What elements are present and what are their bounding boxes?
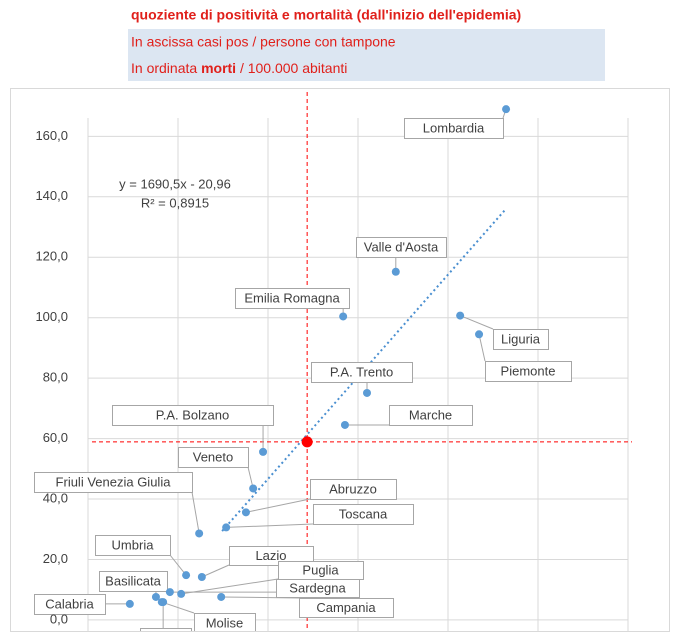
point-label: P.A. Trento xyxy=(330,364,393,379)
label-box xyxy=(356,237,447,258)
point-label: Lazio xyxy=(255,548,286,563)
point-label: Piemonte xyxy=(501,363,556,378)
chart-title: quoziente di positività e mortalità (dal… xyxy=(131,7,521,23)
point-label: Sardegna xyxy=(289,580,346,595)
point xyxy=(475,330,484,339)
label-box xyxy=(194,613,256,631)
label-box xyxy=(235,288,350,309)
subtitle-part: morti xyxy=(201,60,236,76)
point-label: Toscana xyxy=(339,506,388,521)
point-label: Abruzzo xyxy=(329,481,377,496)
label-box xyxy=(34,594,106,615)
point-label: Umbria xyxy=(112,537,155,552)
label-box xyxy=(311,362,413,383)
point-label: Friuli Venezia Giulia xyxy=(56,474,172,489)
point xyxy=(363,388,371,397)
trendline xyxy=(221,209,506,532)
y-tick-label: 40,0 xyxy=(43,490,68,505)
point xyxy=(125,599,134,608)
point xyxy=(159,598,168,607)
label-box xyxy=(404,118,504,139)
point xyxy=(222,523,231,532)
chart-border xyxy=(10,88,670,632)
point xyxy=(182,571,191,580)
point-label: Liguria xyxy=(501,331,541,346)
leader-line xyxy=(181,578,279,595)
label-box xyxy=(99,571,168,592)
point-label: Marche xyxy=(409,407,452,422)
point xyxy=(340,420,349,429)
subtitle-part: In ordinata xyxy=(131,60,201,76)
label-box xyxy=(112,405,274,426)
label-box xyxy=(493,329,549,350)
leader-line xyxy=(459,315,494,330)
header-band xyxy=(128,29,605,81)
subtitle: In ordinata morti / 100.000 abitanti xyxy=(131,60,347,76)
y-tick-label: 120,0 xyxy=(35,249,68,264)
leader-line xyxy=(226,523,314,528)
label-box xyxy=(310,479,397,500)
point xyxy=(502,105,511,114)
point-label: Molise xyxy=(206,615,244,630)
point-label: Valle d'Aosta xyxy=(364,239,439,254)
trendline-r2: R² = 0,8915 xyxy=(141,195,209,210)
point-label: P.A. Bolzano xyxy=(156,407,229,422)
point xyxy=(151,592,160,601)
point-label: Campania xyxy=(316,600,376,615)
label-box xyxy=(313,504,414,525)
label-box xyxy=(299,598,394,618)
point xyxy=(197,572,206,581)
subtitle: In ascissa casi pos / persone con tampon… xyxy=(131,34,396,50)
leader-line xyxy=(221,596,300,599)
label-box xyxy=(485,361,572,382)
label-box xyxy=(95,535,171,556)
plot: Lombardia Valle d'Aosta Emilia Romagna Ligu… xyxy=(34,92,632,638)
point-label: Veneto xyxy=(193,449,234,464)
y-tick-label: 100,0 xyxy=(35,309,68,324)
trendline-equation: y = 1690,5x - 20,96 xyxy=(119,176,231,191)
point-label: Calabria xyxy=(45,596,94,611)
point xyxy=(339,312,348,321)
point xyxy=(195,529,204,538)
point xyxy=(217,592,226,601)
label-box xyxy=(140,628,192,631)
point xyxy=(259,447,268,456)
label-box xyxy=(229,546,314,566)
point xyxy=(391,267,400,276)
leader-line xyxy=(478,334,486,362)
label-box xyxy=(178,447,249,468)
point-label: Emilia Romagna xyxy=(244,290,340,305)
point-label: Basilicata xyxy=(105,573,161,588)
y-tick-label: 60,0 xyxy=(43,430,68,445)
y-tick-label: 80,0 xyxy=(43,370,68,385)
y-tick-label: 160,0 xyxy=(35,128,68,143)
leader-line xyxy=(169,554,187,576)
leader-line xyxy=(245,498,311,513)
point xyxy=(165,588,174,597)
point xyxy=(456,311,465,320)
label-box xyxy=(34,472,193,493)
point xyxy=(249,484,258,493)
leader-line xyxy=(161,601,195,614)
label-box xyxy=(276,579,360,598)
point-label: Puglia xyxy=(302,562,339,577)
subtitle-part: / 100.000 abitanti xyxy=(236,60,347,76)
point-label: Lombardia xyxy=(423,120,485,135)
mean-point xyxy=(301,436,313,448)
y-tick-label: 20,0 xyxy=(43,551,68,566)
leader-line xyxy=(191,491,200,534)
point xyxy=(241,508,250,517)
point xyxy=(177,589,186,598)
label-box xyxy=(389,405,473,426)
leader-line xyxy=(201,564,230,578)
y-tick-label: 0,0 xyxy=(50,611,68,626)
y-tick-label: 140,0 xyxy=(35,188,68,203)
point-label: Sicilia xyxy=(149,630,184,638)
